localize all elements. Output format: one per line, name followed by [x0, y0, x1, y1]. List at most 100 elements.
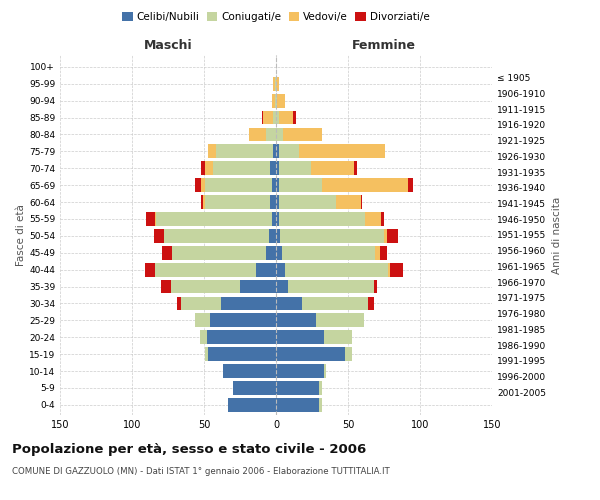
Bar	[322, 178, 409, 192]
Bar	[157, 212, 272, 226]
Bar	[273, 77, 275, 90]
Bar	[276, 94, 277, 108]
Bar	[164, 229, 269, 243]
Bar	[293, 110, 296, 124]
Bar	[276, 144, 279, 158]
Bar	[205, 347, 208, 361]
Bar	[171, 280, 240, 293]
Bar	[299, 144, 385, 158]
Bar	[203, 195, 205, 209]
Bar	[161, 280, 171, 293]
Text: Popolazione per età, sesso e stato civile - 2006: Popolazione per età, sesso e stato civil…	[12, 442, 366, 456]
Bar	[212, 162, 270, 175]
Text: Maschi: Maschi	[143, 40, 193, 52]
Bar	[201, 178, 205, 192]
Text: COMUNE DI GAZZUOLO (MN) - Dati ISTAT 1° gennaio 2006 - Elaborazione TUTTITALIA.I: COMUNE DI GAZZUOLO (MN) - Dati ISTAT 1° …	[12, 468, 390, 476]
Bar	[374, 280, 377, 293]
Bar	[276, 330, 323, 344]
Bar	[223, 364, 276, 378]
Bar	[263, 110, 273, 124]
Bar	[273, 144, 276, 158]
Bar	[275, 94, 276, 108]
Bar	[200, 330, 207, 344]
Y-axis label: Anni di nascita: Anni di nascita	[551, 196, 562, 274]
Bar	[409, 178, 413, 192]
Bar	[345, 347, 352, 361]
Bar	[205, 162, 212, 175]
Bar	[256, 262, 276, 276]
Bar	[248, 128, 266, 141]
Bar	[201, 162, 205, 175]
Bar	[280, 229, 384, 243]
Bar	[276, 314, 316, 328]
Bar	[319, 398, 322, 412]
Bar	[208, 347, 276, 361]
Bar	[208, 144, 215, 158]
Bar	[319, 381, 322, 395]
Bar	[273, 110, 276, 124]
Bar	[240, 280, 276, 293]
Bar	[266, 246, 276, 260]
Bar	[276, 178, 279, 192]
Bar	[365, 212, 381, 226]
Bar	[266, 128, 276, 141]
Bar	[337, 195, 361, 209]
Bar	[302, 296, 368, 310]
Text: Femmine: Femmine	[352, 40, 416, 52]
Bar	[279, 212, 365, 226]
Y-axis label: Fasce di età: Fasce di età	[16, 204, 26, 266]
Bar	[205, 195, 270, 209]
Bar	[207, 330, 276, 344]
Bar	[276, 364, 323, 378]
Bar	[276, 347, 345, 361]
Bar	[269, 229, 276, 243]
Bar	[387, 229, 398, 243]
Bar	[270, 195, 276, 209]
Bar	[172, 246, 266, 260]
Bar	[155, 212, 157, 226]
Bar	[233, 381, 276, 395]
Bar	[376, 246, 380, 260]
Bar	[276, 246, 282, 260]
Bar	[368, 296, 374, 310]
Bar	[284, 262, 388, 276]
Bar	[154, 229, 164, 243]
Bar	[276, 262, 284, 276]
Bar	[283, 128, 322, 141]
Bar	[145, 262, 155, 276]
Bar	[275, 77, 276, 90]
Bar	[282, 246, 376, 260]
Bar	[272, 94, 275, 108]
Bar	[279, 195, 337, 209]
Bar	[323, 364, 326, 378]
Bar	[221, 296, 276, 310]
Bar	[146, 212, 155, 226]
Bar	[155, 262, 256, 276]
Bar	[279, 178, 322, 192]
Bar	[279, 110, 293, 124]
Bar	[176, 296, 181, 310]
Bar	[381, 212, 384, 226]
Bar	[311, 162, 354, 175]
Bar	[276, 195, 279, 209]
Bar	[390, 262, 403, 276]
Bar	[380, 246, 387, 260]
Bar	[181, 296, 221, 310]
Bar	[354, 162, 356, 175]
Bar	[388, 262, 390, 276]
Bar	[276, 280, 287, 293]
Bar	[276, 77, 279, 90]
Bar	[276, 110, 279, 124]
Bar	[276, 212, 279, 226]
Bar	[272, 178, 276, 192]
Bar	[384, 229, 387, 243]
Bar	[276, 128, 283, 141]
Bar	[162, 246, 172, 260]
Bar	[323, 330, 352, 344]
Bar	[287, 280, 374, 293]
Bar	[262, 110, 263, 124]
Bar	[201, 195, 203, 209]
Bar	[270, 162, 276, 175]
Bar	[316, 314, 364, 328]
Bar	[276, 381, 319, 395]
